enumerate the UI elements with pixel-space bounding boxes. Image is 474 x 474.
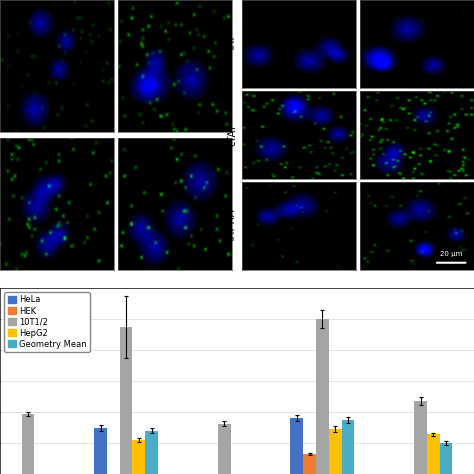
Bar — [291, 418, 303, 474]
Bar — [120, 327, 132, 474]
Bar — [94, 428, 107, 474]
Text: 20 μm: 20 μm — [440, 252, 463, 257]
Bar — [329, 429, 342, 474]
Bar — [342, 420, 354, 474]
Bar — [132, 440, 145, 474]
Bar — [427, 435, 440, 474]
Y-axis label: TAT-HA: TAT-HA — [228, 209, 237, 243]
Bar — [21, 414, 34, 474]
Bar — [414, 401, 427, 474]
Y-axis label: TAT: TAT — [228, 36, 237, 52]
Bar — [316, 319, 329, 474]
Bar — [303, 454, 316, 474]
Bar — [218, 424, 231, 474]
Bar — [440, 443, 453, 474]
Bar — [145, 430, 158, 474]
Legend: HeLa, HEK, 10T1/2, HepG2, Geometry Mean: HeLa, HEK, 10T1/2, HepG2, Geometry Mean — [4, 292, 90, 352]
Y-axis label: cTAT: cTAT — [228, 124, 237, 146]
